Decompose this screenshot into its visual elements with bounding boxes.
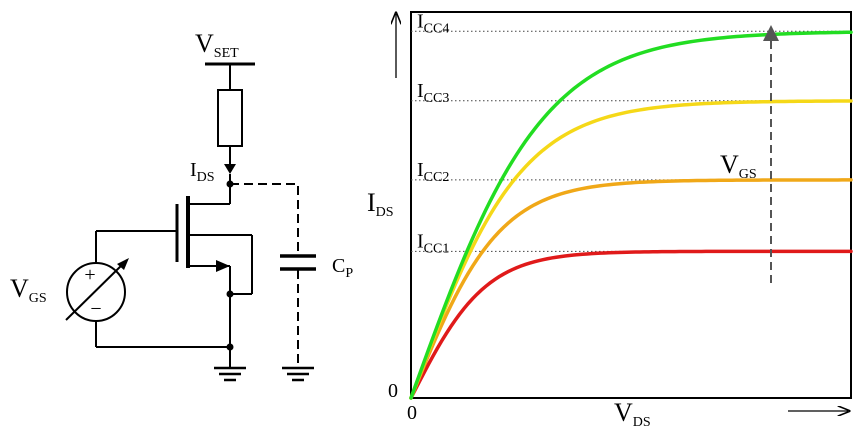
ids-label: IDS bbox=[190, 159, 215, 185]
node-body bbox=[226, 290, 234, 298]
curve-label-i-cc1: ICC1 bbox=[417, 230, 449, 256]
plot-frame bbox=[410, 11, 852, 399]
vgs-label: VGS bbox=[10, 274, 47, 306]
vgs-plus-sign: + bbox=[84, 264, 95, 286]
dashed-parasitic-wire bbox=[230, 183, 299, 255]
y-axis-label: IDS bbox=[367, 188, 394, 220]
curve-labels: ICC1 ICC2 ICC3 ICC4 bbox=[417, 10, 449, 256]
curve-label-i-cc3: ICC3 bbox=[417, 80, 449, 106]
curve-i-cc1 bbox=[409, 249, 853, 400]
chart-vgs-label: VGS bbox=[720, 150, 757, 182]
ids-curves bbox=[409, 30, 853, 400]
vgs-minus-sign: − bbox=[90, 298, 101, 320]
curve-label-i-cc4: ICC4 bbox=[417, 10, 449, 36]
variable-source-slash bbox=[65, 259, 128, 321]
resistor bbox=[217, 89, 243, 147]
source-arrow bbox=[216, 260, 230, 272]
curve-i-cc2 bbox=[409, 178, 853, 400]
curve-i-cc4 bbox=[409, 30, 853, 400]
x-axis-label: VDS bbox=[614, 398, 651, 430]
x-origin-label: 0 bbox=[407, 402, 417, 424]
vgs-source-circle bbox=[66, 262, 126, 322]
current-arrow bbox=[224, 164, 236, 174]
curve-label-i-cc2: ICC2 bbox=[417, 159, 449, 185]
circuit-schematic bbox=[65, 62, 316, 382]
ids-vds-chart: ICC1 ICC2 ICC3 ICC4 VGS IDS VDS 0 0 bbox=[367, 10, 853, 430]
cp-label: CP bbox=[332, 255, 353, 281]
y-origin-label: 0 bbox=[388, 380, 398, 402]
curve-i-cc3 bbox=[409, 99, 853, 400]
variable-source-arrowhead bbox=[117, 258, 129, 270]
vset-label: VSET bbox=[195, 29, 239, 61]
saturation-reference-lines bbox=[411, 30, 851, 252]
